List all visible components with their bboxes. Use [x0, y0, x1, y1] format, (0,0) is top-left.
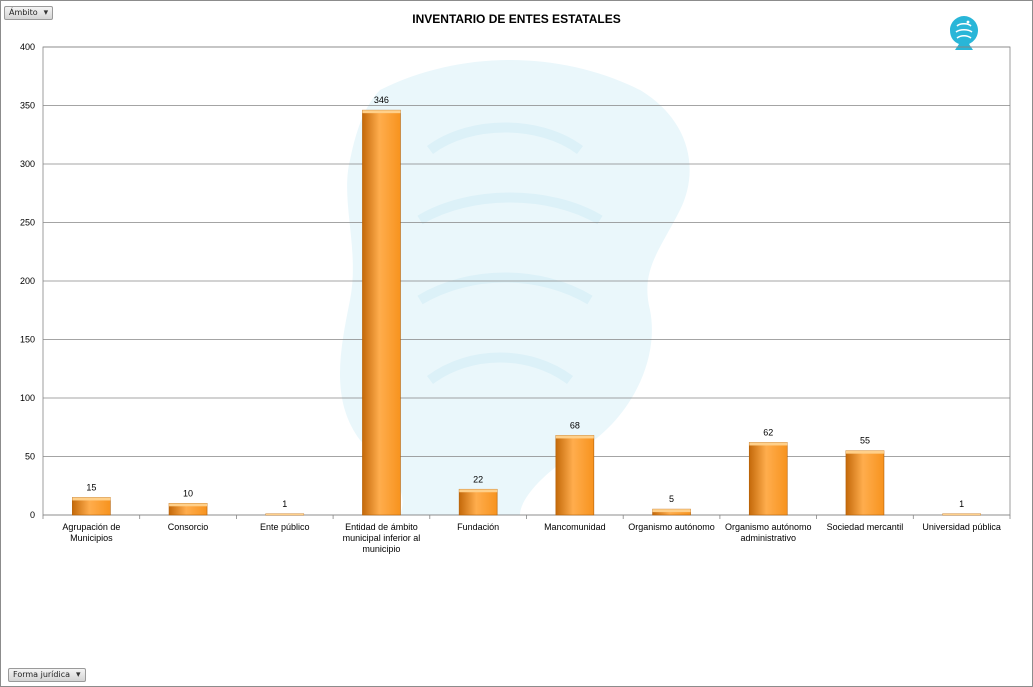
ambito-filter-button[interactable]: Ámbito ▾: [4, 6, 54, 20]
x-category-label: Organismo autónomo: [628, 522, 715, 532]
bar-top-highlight: [72, 497, 111, 501]
data-label: 22: [473, 474, 483, 484]
data-label: 62: [763, 427, 773, 437]
data-label: 5: [669, 494, 674, 504]
chart-title: INVENTARIO DE ENTES ESTATALES: [412, 12, 621, 26]
bar-top-highlight: [265, 513, 304, 515]
y-tick-label: 400: [20, 42, 35, 52]
bar-top-highlight: [652, 509, 691, 513]
ambito-filter-label: Ámbito: [9, 8, 38, 17]
bar-top-highlight: [169, 503, 208, 507]
x-category-label: Ente público: [260, 522, 310, 532]
x-category-label: Entidad de ámbito municipal inferior al mu…: [343, 522, 421, 554]
bar[interactable]: [845, 450, 885, 516]
y-tick-label: 300: [20, 159, 35, 169]
data-label: 1: [959, 499, 964, 509]
bar[interactable]: [748, 442, 788, 516]
x-axis: Agrupación de Municipios Consorcio Ente púb…: [42, 515, 1011, 554]
x-category-label: Organismo autónomo administrativo: [725, 522, 812, 543]
chart-bars: [72, 109, 981, 516]
bar-top-highlight: [459, 489, 498, 493]
y-tick-label: 50: [25, 452, 35, 462]
forma-juridica-filter-button[interactable]: Forma jurídica ▾: [8, 668, 86, 682]
data-labels: 15 10 1 346 22 68 5 62 55 1: [86, 95, 964, 509]
chart-gridlines: [43, 46, 1010, 516]
bar-top-highlight: [362, 110, 401, 114]
watermark-eagle: [340, 60, 690, 515]
data-label: 55: [860, 436, 870, 446]
y-axis: 0 50 100 150 200 250 300 350 400: [20, 42, 35, 520]
bar-top-highlight: [555, 435, 594, 439]
bar-top-highlight: [845, 450, 884, 454]
x-category-label: Agrupación de Municipios: [62, 522, 120, 543]
y-tick-label: 150: [20, 335, 35, 345]
data-label: 68: [570, 420, 580, 430]
bar-top-highlight: [942, 513, 981, 515]
data-label: 10: [183, 488, 193, 498]
bar[interactable]: [555, 435, 595, 516]
data-label: 15: [86, 482, 96, 492]
bar[interactable]: [362, 109, 401, 516]
y-tick-label: 200: [20, 276, 35, 286]
forma-juridica-filter-label: Forma jurídica: [13, 670, 71, 679]
data-label: 346: [374, 95, 389, 105]
x-category-label: Universidad pública: [922, 522, 1001, 532]
y-tick-label: 250: [20, 218, 35, 228]
filter-funnel-icon: ▾: [43, 8, 49, 18]
y-tick-label: 0: [30, 510, 35, 520]
bar[interactable]: [458, 488, 498, 516]
x-category-label: Fundación: [457, 522, 499, 532]
bar-top-highlight: [749, 442, 788, 446]
x-category-label: Consorcio: [168, 522, 209, 532]
filter-funnel-icon: ▾: [76, 670, 81, 680]
x-category-label: Sociedad mercantil: [827, 522, 904, 532]
eagle-emblem-icon: [950, 16, 978, 50]
y-tick-label: 350: [20, 101, 35, 111]
x-category-label: Mancomunidad: [544, 522, 606, 532]
data-label: 1: [282, 499, 287, 509]
y-tick-label: 100: [20, 393, 35, 403]
